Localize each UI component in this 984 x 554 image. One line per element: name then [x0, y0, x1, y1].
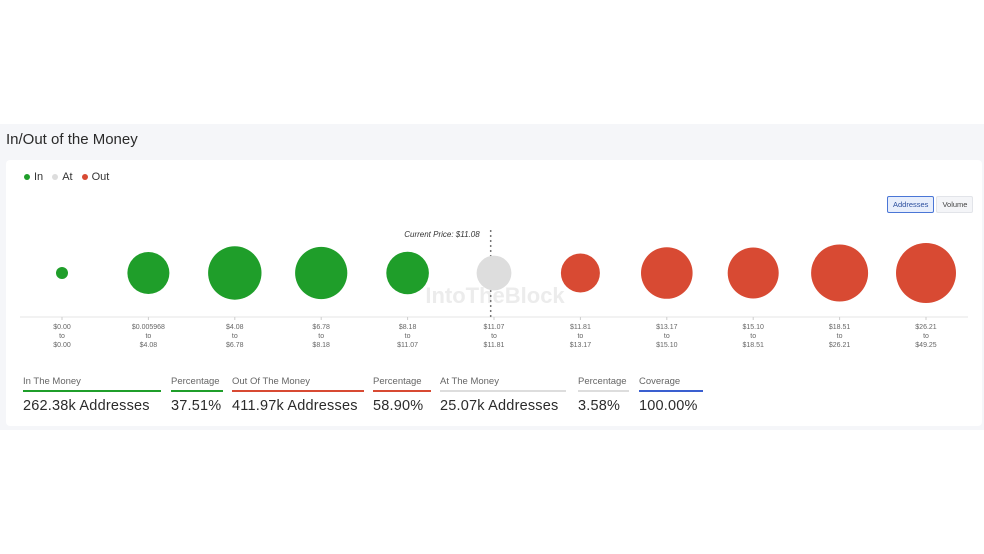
tick-label: to — [59, 333, 65, 340]
legend-item-at[interactable]: At — [52, 171, 73, 183]
legend-label-at: At — [62, 171, 73, 183]
tick-label: to — [318, 333, 324, 340]
bubble-out-8[interactable] — [727, 247, 779, 299]
stat-value: 100.00% — [639, 398, 698, 414]
tick-label: $0.00 — [53, 324, 71, 331]
tick-label: to — [923, 333, 929, 340]
legend-dot-out — [81, 174, 88, 180]
tick-label: to — [750, 333, 756, 340]
tick-label: $4.08 — [140, 342, 158, 349]
current-price-label: Current Price: $11.08 — [404, 230, 480, 239]
stat-underline — [171, 390, 223, 392]
tick-label: $26.21 — [915, 324, 937, 331]
stat-value: 58.90% — [373, 398, 424, 414]
tick-label: to — [491, 333, 497, 340]
tick-label: to — [232, 333, 238, 340]
bubble-in-0[interactable] — [56, 267, 68, 279]
bubble-in-3[interactable] — [295, 246, 348, 300]
stat-value: 3.58% — [578, 398, 621, 414]
tick-label: $13.17 — [656, 324, 678, 331]
tick-label: $26.21 — [829, 342, 851, 349]
tick-label: $11.07 — [397, 342, 418, 349]
legend-dot-at — [52, 174, 59, 180]
legend-item-out[interactable]: Out — [81, 171, 110, 183]
tick-label: $15.10 — [742, 324, 764, 331]
tick-label: $11.81 — [484, 342, 505, 349]
stat-percentage: Percentage 58.90% — [373, 376, 431, 414]
tick-label: $0.00 — [53, 342, 71, 349]
stat-underline — [440, 390, 566, 392]
legend-label-out: Out — [91, 171, 110, 183]
tick-label: $11.81 — [570, 324, 591, 331]
tick-label: $18.51 — [742, 342, 764, 349]
tick-label: $18.51 — [829, 324, 851, 331]
stat-value: 262.38k Addresses — [23, 398, 150, 414]
stat-label: In The Money — [23, 376, 81, 387]
stats-row: In The Money 262.38k Addresses Percentage 3… — [0, 376, 984, 424]
legend-dot-in — [24, 174, 30, 180]
stat-label: Percentage — [373, 376, 422, 387]
bubble-out-7[interactable] — [641, 247, 693, 299]
bubble-in-4[interactable] — [386, 251, 429, 295]
stat-percentage: Percentage 37.51% — [171, 376, 223, 414]
stat-value: 37.51% — [171, 398, 222, 414]
bubble-out-10[interactable] — [896, 243, 956, 303]
bubble-at-5[interactable] — [476, 255, 512, 291]
page-title: In/Out of the Money — [6, 131, 138, 148]
tick-label: to — [664, 333, 670, 340]
metric-toggle: Addresses Volume — [887, 196, 974, 213]
stat-label: At The Money — [440, 376, 499, 387]
addresses-button[interactable]: Addresses — [887, 196, 935, 213]
bubble-in-2[interactable] — [208, 246, 262, 300]
legend-label-in: In — [34, 171, 44, 183]
volume-button[interactable]: Volume — [936, 196, 974, 213]
stat-value: 25.07k Addresses — [440, 398, 559, 414]
stat-out-of-the-money: Out Of The Money 411.97k Addresses — [232, 376, 364, 414]
tick-label: to — [837, 333, 843, 340]
stat-label: Percentage — [578, 376, 627, 387]
stat-underline — [232, 390, 364, 392]
iotm-chart: IntoTheBlock Current Price: $11.08$0.00t… — [20, 230, 968, 349]
tick-label: $15.10 — [656, 342, 678, 349]
legend-item-in[interactable]: In — [24, 171, 43, 183]
stat-underline — [578, 390, 629, 392]
tick-label: $8.18 — [399, 324, 417, 331]
bubble-out-6[interactable] — [560, 253, 600, 293]
tick-label: $13.17 — [570, 342, 592, 349]
tick-label: $6.78 — [312, 324, 330, 331]
stat-label: Out Of The Money — [232, 376, 310, 387]
chart-legend: In At Out — [24, 171, 109, 183]
stat-label: Coverage — [639, 376, 681, 387]
stat-label: Percentage — [171, 376, 220, 387]
stat-underline — [639, 390, 703, 392]
stat-value: 411.97k Addresses — [232, 398, 358, 414]
tick-label: $0.005968 — [132, 324, 165, 331]
stat-coverage: Coverage 100.00% — [639, 376, 703, 414]
tick-label: to — [405, 333, 411, 340]
tick-label: $8.18 — [312, 342, 330, 349]
stat-underline — [373, 390, 431, 392]
bubble-out-9[interactable] — [811, 244, 869, 302]
stat-underline — [23, 390, 161, 392]
tick-label: $4.08 — [226, 324, 244, 331]
tick-label: $6.78 — [226, 342, 244, 349]
tick-label: to — [145, 333, 151, 340]
tick-label: to — [577, 333, 583, 340]
tick-label: $11.07 — [484, 324, 505, 331]
stat-at-the-money: At The Money 25.07k Addresses — [440, 376, 566, 414]
tick-label: $49.25 — [915, 342, 937, 349]
stat-percentage: Percentage 3.58% — [578, 376, 629, 414]
stat-in-the-money: In The Money 262.38k Addresses — [23, 376, 161, 414]
bubble-in-1[interactable] — [127, 252, 170, 294]
